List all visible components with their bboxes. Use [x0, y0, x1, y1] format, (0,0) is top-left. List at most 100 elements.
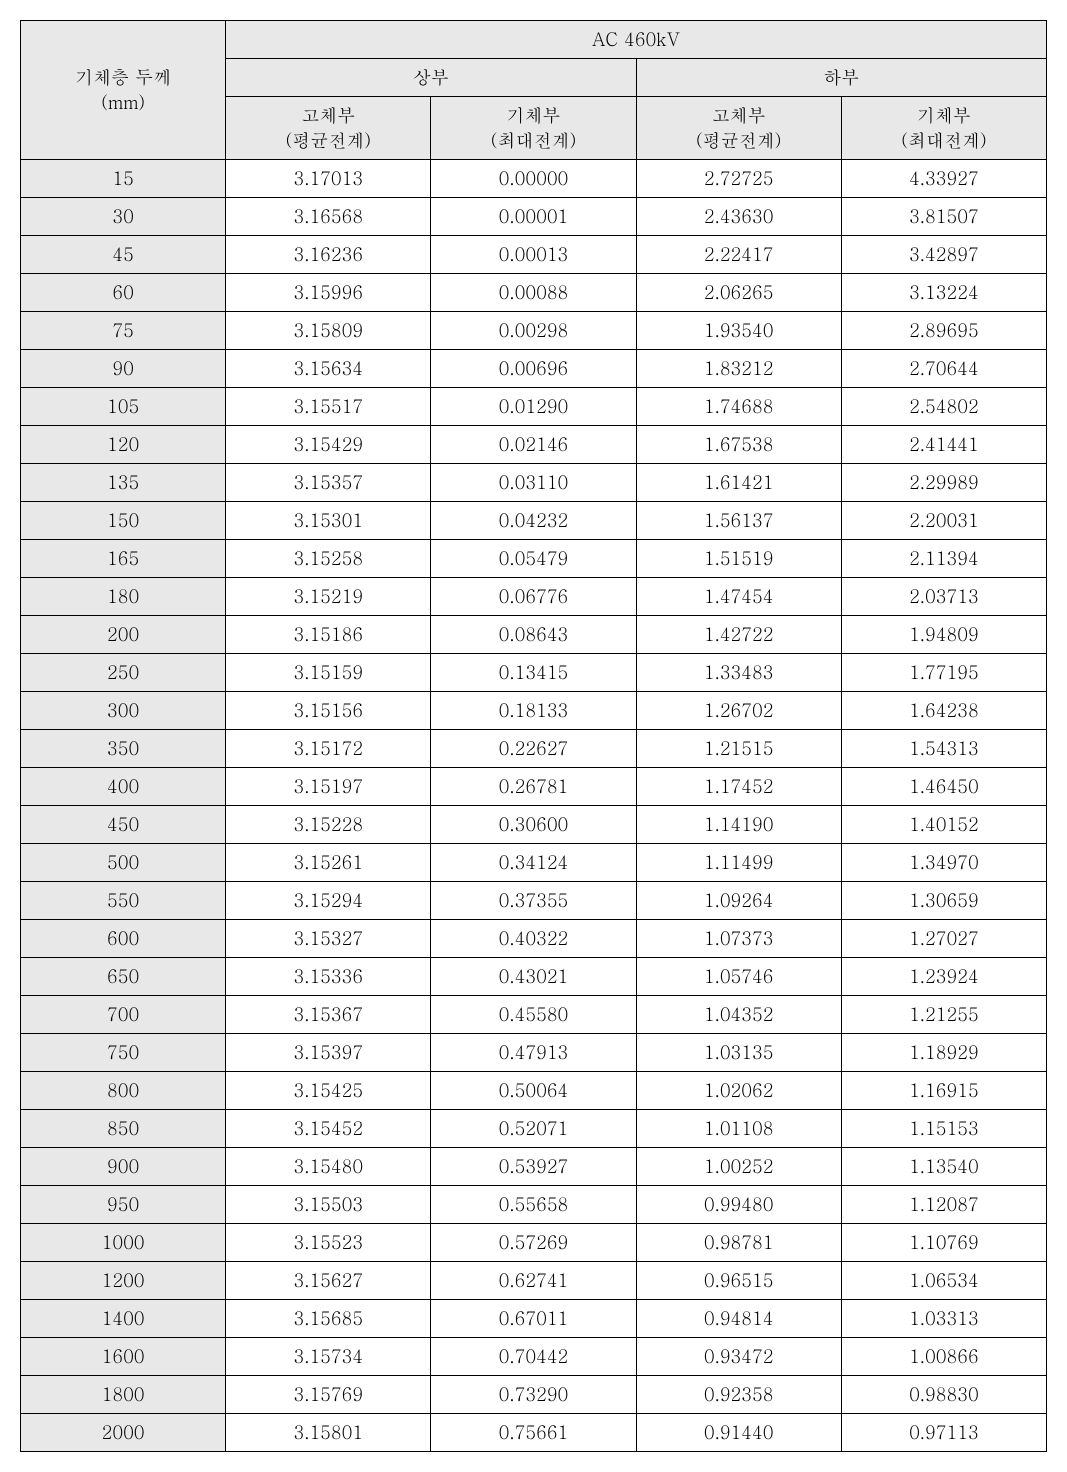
row-label-cell: 250 — [21, 654, 226, 692]
data-cell: 3.15186 — [226, 616, 431, 654]
data-cell: 0.00000 — [431, 160, 636, 198]
row-label-cell: 120 — [21, 426, 226, 464]
data-cell: 1.94809 — [841, 616, 1046, 654]
data-cell: 3.15769 — [226, 1376, 431, 1414]
data-cell: 0.52071 — [431, 1110, 636, 1148]
data-cell: 3.15357 — [226, 464, 431, 502]
table-body: 153.170130.000002.727254.33927303.165680… — [21, 160, 1047, 1452]
row-label-cell: 1400 — [21, 1300, 226, 1338]
data-cell: 2.06265 — [636, 274, 841, 312]
data-cell: 3.15685 — [226, 1300, 431, 1338]
data-cell: 1.02062 — [636, 1072, 841, 1110]
row-label-cell: 750 — [21, 1034, 226, 1072]
table-row: 903.156340.006961.832122.70644 — [21, 350, 1047, 388]
data-cell: 1.09264 — [636, 882, 841, 920]
row-label-cell: 75 — [21, 312, 226, 350]
table-row: 153.170130.000002.727254.33927 — [21, 160, 1047, 198]
row-label-cell: 150 — [21, 502, 226, 540]
row-label-cell: 650 — [21, 958, 226, 996]
data-cell: 0.00001 — [431, 198, 636, 236]
row-label-cell: 2000 — [21, 1414, 226, 1452]
row-label-cell: 1000 — [21, 1224, 226, 1262]
row-label-cell: 800 — [21, 1072, 226, 1110]
data-cell: 3.15734 — [226, 1338, 431, 1376]
data-cell: 1.17452 — [636, 768, 841, 806]
data-cell: 3.15367 — [226, 996, 431, 1034]
table-row: 5003.152610.341241.114991.34970 — [21, 844, 1047, 882]
data-cell: 3.15228 — [226, 806, 431, 844]
data-cell: 1.27027 — [841, 920, 1046, 958]
data-cell: 1.03313 — [841, 1300, 1046, 1338]
data-cell: 0.97113 — [841, 1414, 1046, 1452]
data-cell: 3.15159 — [226, 654, 431, 692]
data-cell: 0.18133 — [431, 692, 636, 730]
data-cell: 3.15523 — [226, 1224, 431, 1262]
data-cell: 3.15503 — [226, 1186, 431, 1224]
row-label-cell: 135 — [21, 464, 226, 502]
table-row: 3003.151560.181331.267021.64238 — [21, 692, 1047, 730]
data-cell: 0.50064 — [431, 1072, 636, 1110]
data-cell: 0.03110 — [431, 464, 636, 502]
row-label-cell: 500 — [21, 844, 226, 882]
row-label-cell: 165 — [21, 540, 226, 578]
table-row: 14003.156850.670110.948141.03313 — [21, 1300, 1047, 1338]
data-cell: 1.05746 — [636, 958, 841, 996]
data-cell: 1.34970 — [841, 844, 1046, 882]
data-cell: 0.01290 — [431, 388, 636, 426]
table-row: 603.159960.000882.062653.13224 — [21, 274, 1047, 312]
table-row: 18003.157690.732900.923580.98830 — [21, 1376, 1047, 1414]
data-cell: 1.00252 — [636, 1148, 841, 1186]
row-label-cell: 45 — [21, 236, 226, 274]
data-cell: 3.15996 — [226, 274, 431, 312]
table-row: 2503.151590.134151.334831.77195 — [21, 654, 1047, 692]
sub-header-0: 고체부 (평균전계) — [226, 97, 431, 160]
row-label-cell: 350 — [21, 730, 226, 768]
table-row: 1803.152190.067761.474542.03713 — [21, 578, 1047, 616]
table-row: 20003.158010.756610.914400.97113 — [21, 1414, 1047, 1452]
row-header-line1: 기체층 두께 — [75, 65, 171, 90]
data-cell: 1.61421 — [636, 464, 841, 502]
table-row: 8503.154520.520711.011081.15153 — [21, 1110, 1047, 1148]
data-cell: 3.15197 — [226, 768, 431, 806]
data-cell: 0.98781 — [636, 1224, 841, 1262]
table-row: 10003.155230.572690.987811.10769 — [21, 1224, 1047, 1262]
data-cell: 3.15156 — [226, 692, 431, 730]
table-row: 9003.154800.539271.002521.13540 — [21, 1148, 1047, 1186]
data-cell: 1.42722 — [636, 616, 841, 654]
row-label-cell: 105 — [21, 388, 226, 426]
data-cell: 1.77195 — [841, 654, 1046, 692]
data-cell: 0.08643 — [431, 616, 636, 654]
table-row: 3503.151720.226271.215151.54313 — [21, 730, 1047, 768]
data-cell: 4.33927 — [841, 160, 1046, 198]
data-cell: 0.30600 — [431, 806, 636, 844]
data-cell: 2.54802 — [841, 388, 1046, 426]
data-cell: 1.10769 — [841, 1224, 1046, 1262]
data-cell: 3.81507 — [841, 198, 1046, 236]
data-cell: 0.00088 — [431, 274, 636, 312]
data-cell: 1.56137 — [636, 502, 841, 540]
data-cell: 0.04232 — [431, 502, 636, 540]
sub-header-3: 기체부 (최대전계) — [841, 97, 1046, 160]
data-cell: 0.26781 — [431, 768, 636, 806]
data-cell: 2.11394 — [841, 540, 1046, 578]
data-table: 기체층 두께 (mm) AC 460kV 상부 하부 고체부 (평균전계) 기체… — [20, 20, 1047, 1452]
data-cell: 0.73290 — [431, 1376, 636, 1414]
table-row: 303.165680.000012.436303.81507 — [21, 198, 1047, 236]
data-cell: 0.70442 — [431, 1338, 636, 1376]
table-row: 7503.153970.479131.031351.18929 — [21, 1034, 1047, 1072]
data-cell: 0.75661 — [431, 1414, 636, 1452]
data-cell: 2.03713 — [841, 578, 1046, 616]
data-cell: 3.42897 — [841, 236, 1046, 274]
data-cell: 1.16915 — [841, 1072, 1046, 1110]
data-cell: 0.37355 — [431, 882, 636, 920]
data-cell: 0.02146 — [431, 426, 636, 464]
data-cell: 1.07373 — [636, 920, 841, 958]
top-header: AC 460kV — [226, 21, 1047, 59]
table-row: 8003.154250.500641.020621.16915 — [21, 1072, 1047, 1110]
data-cell: 3.15809 — [226, 312, 431, 350]
data-cell: 0.00696 — [431, 350, 636, 388]
row-label-cell: 850 — [21, 1110, 226, 1148]
data-cell: 1.67538 — [636, 426, 841, 464]
row-label-cell: 600 — [21, 920, 226, 958]
data-cell: 3.15327 — [226, 920, 431, 958]
